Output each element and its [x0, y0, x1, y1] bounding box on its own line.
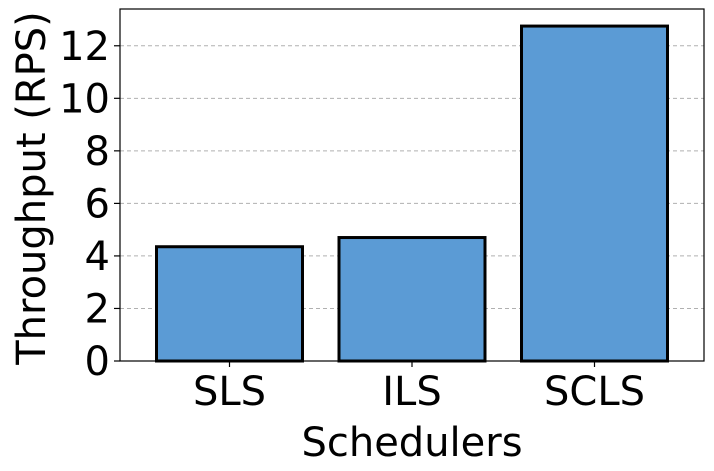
x-axis-label: Schedulers: [301, 420, 522, 466]
x-tick-label-scls: SCLS: [544, 369, 645, 415]
bar-scls: [520, 24, 669, 363]
y-tick-label: 2: [85, 286, 110, 332]
bar-ils: [337, 236, 487, 363]
y-tick-label: 12: [59, 24, 110, 70]
bars: [155, 24, 669, 363]
x-axis-ticks: SLS ILS SCLS: [193, 361, 645, 415]
x-tick-label-sls: SLS: [193, 369, 266, 415]
x-tick-label-ils: ILS: [382, 369, 441, 415]
y-tick-label: 4: [85, 234, 110, 280]
y-tick-label: 8: [85, 129, 110, 175]
y-tick-label: 6: [85, 181, 110, 227]
y-axis-label: Throughput (RPS): [9, 11, 55, 366]
y-tick-label: 0: [85, 339, 110, 385]
y-tick-label: 10: [59, 76, 110, 122]
bar-sls: [155, 245, 304, 363]
y-axis-ticks: 0 2 4 6 8 10 12: [59, 24, 120, 385]
